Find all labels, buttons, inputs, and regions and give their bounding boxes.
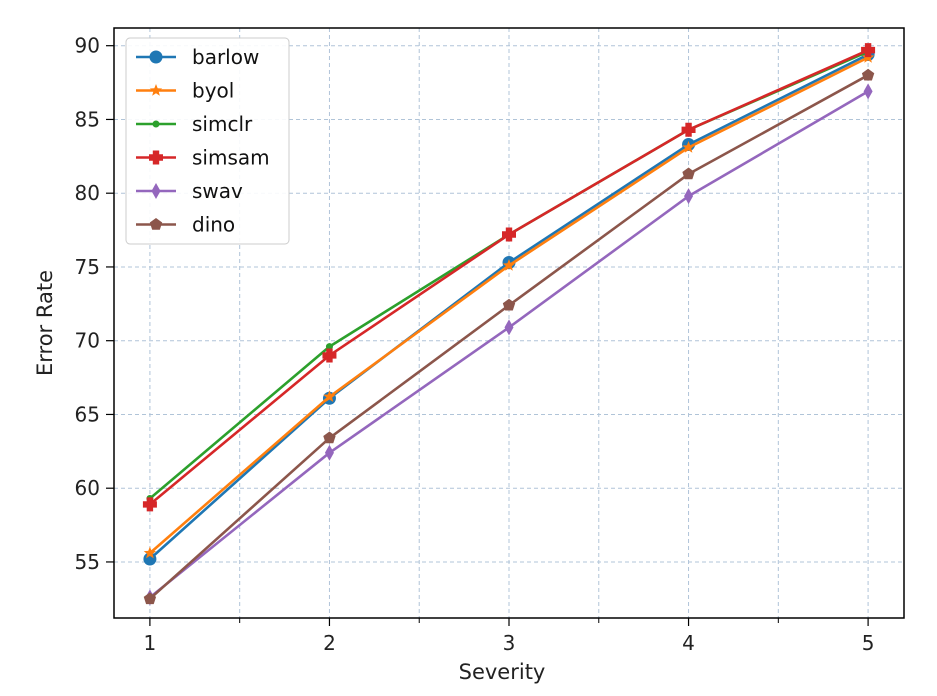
data-point-byol bbox=[502, 258, 516, 271]
data-point-dino bbox=[143, 592, 157, 605]
legend-entry-simclr: simclr bbox=[136, 112, 253, 136]
y-tick-label: 75 bbox=[75, 255, 100, 279]
y-tick-label: 70 bbox=[75, 329, 100, 353]
x-tick-label: 5 bbox=[862, 631, 875, 655]
data-point-byol bbox=[143, 546, 157, 559]
legend-entry-barlow: barlow bbox=[136, 45, 259, 69]
legend-label-barlow: barlow bbox=[192, 45, 259, 69]
data-point-simsam bbox=[681, 122, 696, 137]
series-simsam bbox=[142, 43, 876, 512]
legend-label-dino: dino bbox=[192, 213, 235, 237]
series-lines bbox=[142, 43, 876, 606]
legend-marker-swav bbox=[151, 183, 161, 199]
y-tick-label: 55 bbox=[75, 550, 100, 574]
legend-marker-byol bbox=[149, 84, 163, 96]
data-point-simclr bbox=[325, 343, 333, 351]
legend-marker-simsam bbox=[149, 150, 163, 165]
data-point-byol bbox=[323, 390, 336, 403]
x-axis-label: Severity bbox=[459, 660, 546, 684]
y-tick-label: 80 bbox=[75, 181, 100, 205]
data-point-dino bbox=[682, 167, 695, 180]
y-tick-label: 90 bbox=[75, 34, 100, 58]
data-point-simsam bbox=[322, 348, 337, 363]
y-tick-label: 85 bbox=[75, 107, 100, 131]
series-dino bbox=[143, 68, 875, 605]
data-point-byol bbox=[682, 140, 695, 153]
legend-marker-barlow bbox=[149, 50, 163, 64]
legend-label-swav: swav bbox=[192, 179, 243, 203]
data-point-simsam bbox=[142, 497, 157, 512]
data-point-swav bbox=[863, 83, 873, 100]
legend-label-simsam: simsam bbox=[192, 146, 270, 170]
data-point-simsam bbox=[861, 43, 876, 58]
series-swav bbox=[145, 83, 873, 606]
y-axis-label: Error Rate bbox=[33, 270, 57, 376]
data-point-barlow bbox=[143, 552, 157, 566]
y-tick-label: 60 bbox=[75, 476, 100, 500]
legend-entry-dino: dino bbox=[136, 213, 235, 237]
x-tick-label: 1 bbox=[144, 631, 157, 655]
legend-entry-byol: byol bbox=[136, 79, 234, 103]
x-tick-label: 4 bbox=[682, 631, 695, 655]
data-point-dino bbox=[323, 431, 336, 444]
legend-label-simclr: simclr bbox=[192, 112, 253, 136]
y-tick-label: 65 bbox=[75, 402, 100, 426]
x-tick-label: 2 bbox=[323, 631, 336, 655]
legend-marker-dino bbox=[149, 218, 163, 230]
x-tick-label: 3 bbox=[503, 631, 516, 655]
data-point-swav bbox=[684, 188, 694, 205]
legend-label-byol: byol bbox=[192, 79, 234, 103]
data-point-dino bbox=[502, 298, 516, 311]
data-point-swav bbox=[324, 444, 334, 461]
legend-entry-simsam: simsam bbox=[136, 146, 270, 170]
legend-entry-swav: swav bbox=[136, 179, 243, 203]
data-point-swav bbox=[504, 319, 514, 336]
data-point-simsam bbox=[502, 227, 516, 242]
legend-marker-simclr bbox=[152, 120, 160, 128]
legend: barlow byol simclr simsam swav dino bbox=[125, 37, 290, 245]
data-point-dino bbox=[861, 68, 875, 81]
